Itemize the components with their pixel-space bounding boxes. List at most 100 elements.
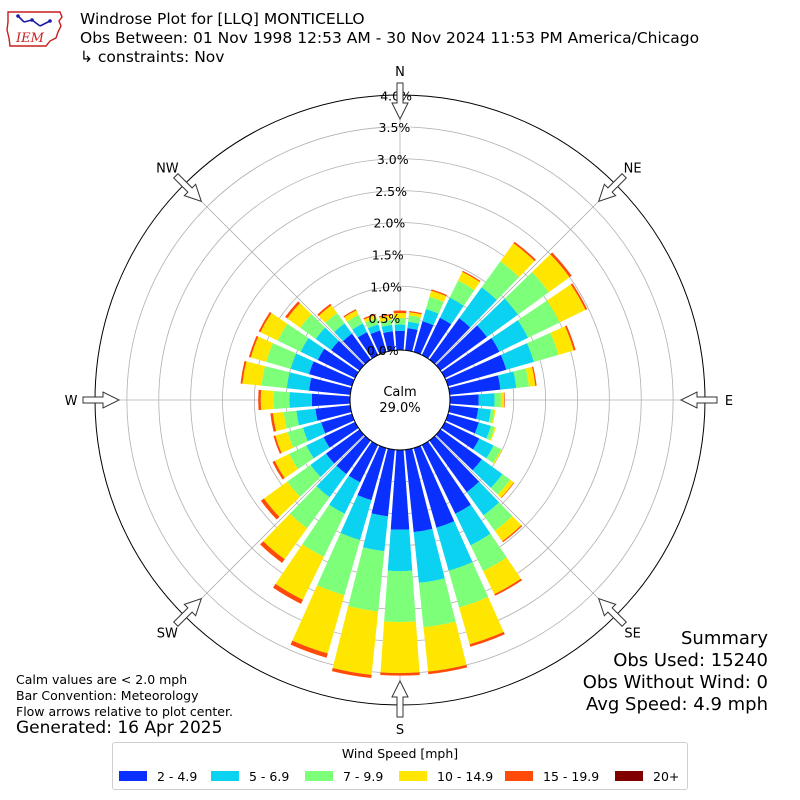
- wind-bar-segment: [273, 390, 290, 410]
- wind-bar-segment: [310, 453, 335, 477]
- wind-bar-segment: [362, 513, 388, 552]
- radial-tick-label: 1.5%: [372, 248, 404, 263]
- wind-bar-segment: [418, 578, 456, 628]
- grid-spoke: [435, 435, 616, 616]
- radial-tick-label: 1.0%: [370, 279, 402, 294]
- wind-bar-segment: [481, 261, 520, 301]
- wind-bar-segment: [449, 280, 475, 306]
- legend-swatch: [211, 771, 239, 781]
- legend-label: 15 - 19.9: [543, 769, 600, 784]
- legend-swatch: [505, 771, 533, 781]
- wind-bar-segment: [315, 405, 352, 421]
- wind-bar-segment: [405, 448, 433, 533]
- wind-bar-segment: [494, 392, 501, 408]
- wind-bar-segment: [466, 481, 500, 516]
- page-title: Windrose Plot for [LLQ] MONTICELLO: [80, 10, 365, 28]
- wind-bar-segment: [348, 441, 379, 483]
- wind-bar-segment: [383, 331, 395, 352]
- wind-bar-segment: [462, 270, 481, 283]
- wind-bar-segment: [290, 640, 328, 658]
- compass-label: SE: [624, 627, 640, 642]
- wind-bar-segment: [263, 481, 301, 517]
- wind-bar-segment: [493, 449, 503, 464]
- legend-swatch: [399, 771, 427, 781]
- flow-arrow-icon: [173, 173, 203, 203]
- wind-bar-segment: [422, 308, 439, 326]
- wind-bar-segment: [483, 557, 521, 595]
- wind-bar-segment: [387, 529, 413, 572]
- wind-bar-segment: [407, 321, 420, 330]
- wind-bar-segment: [546, 284, 586, 323]
- wind-bar-segment: [300, 338, 325, 361]
- calm-label: Calm: [383, 385, 416, 400]
- wind-bar-segment: [486, 445, 502, 464]
- wind-bar-segment: [469, 631, 505, 647]
- wind-bar-segment: [445, 413, 479, 434]
- wind-bar-segment: [494, 578, 523, 596]
- wind-bar-segment: [331, 667, 372, 679]
- wind-bar-segment: [472, 459, 503, 489]
- wind-bar-segment: [408, 315, 421, 324]
- wind-bar-segment: [340, 495, 372, 541]
- wind-bar-segment: [394, 318, 406, 325]
- flow-arrow-shape: [173, 173, 203, 203]
- wind-bar-segment: [287, 464, 321, 497]
- flow-arrow-shape: [597, 597, 627, 627]
- wind-bar-segment: [380, 672, 420, 676]
- legend-swatch: [305, 771, 333, 781]
- wind-bar-segment: [448, 375, 501, 395]
- wind-bar-segment: [325, 429, 365, 464]
- calm-circle: [349, 349, 451, 451]
- wind-bar-segment: [311, 393, 351, 407]
- wind-bar-segment: [441, 421, 480, 450]
- radial-tick-label: 3.0%: [377, 152, 409, 167]
- wind-bar-segment: [289, 445, 314, 470]
- wind-bar-segment: [260, 498, 280, 520]
- wind-bar-segment: [435, 325, 487, 371]
- wind-bar-segment: [379, 315, 392, 322]
- wind-bar-segment: [275, 432, 294, 453]
- wind-bar-segment: [378, 314, 392, 318]
- wind-bar-segment: [352, 323, 368, 338]
- wind-bar-segment: [439, 297, 464, 325]
- wind-bar-segment: [365, 318, 379, 329]
- flow-arrow-shape: [391, 82, 409, 121]
- generated-date: Generated: 16 Apr 2025: [16, 718, 223, 738]
- flow-arrow-icon: [679, 391, 718, 409]
- wind-bar-segment: [325, 313, 345, 333]
- legend-title: Wind Speed [mph]: [341, 746, 459, 761]
- wind-bar-segment: [513, 368, 530, 388]
- wind-bar-segment: [449, 394, 479, 406]
- flow-arrow-icon: [391, 82, 409, 121]
- wind-bar-segment: [429, 290, 447, 302]
- wind-bar-segment: [363, 313, 376, 320]
- wind-bar-segment: [478, 393, 495, 407]
- wind-bar-segment: [476, 408, 491, 423]
- flow-arrow-shape: [173, 597, 203, 627]
- wind-bar-segment: [308, 361, 355, 387]
- wind-bar-segment: [494, 516, 522, 542]
- radial-tick-label: 3.5%: [379, 120, 411, 135]
- flow-arrow-shape: [391, 679, 409, 718]
- flow-arrow-icon: [597, 597, 627, 627]
- wind-bar-segment: [380, 621, 420, 674]
- notes-block: Calm values are < 2.0 mph Bar Convention…: [16, 672, 233, 720]
- wind-bar-segment: [477, 298, 518, 338]
- legend-label: 7 - 9.9: [343, 769, 384, 784]
- wind-bar-segment: [323, 421, 359, 448]
- wind-bar-segment: [497, 479, 514, 498]
- wind-bar-segment: [425, 296, 444, 314]
- wind-bar-segment: [336, 435, 371, 475]
- wind-bar-segment: [272, 460, 285, 480]
- wind-bar-segment: [395, 330, 405, 351]
- wind-bar-segment: [489, 426, 496, 441]
- calm-value: 29.0%: [379, 401, 420, 416]
- flow-arrow-icon: [597, 173, 627, 203]
- radial-tick-label: 0.0%: [367, 343, 399, 358]
- wind-bar-segment: [500, 343, 534, 370]
- wind-bar-segment: [363, 315, 377, 323]
- legend-swatch: [615, 771, 643, 781]
- radial-tick-label: 2.0%: [374, 216, 406, 231]
- wind-bar-segment: [393, 310, 407, 314]
- wind-bar-segment: [272, 412, 287, 432]
